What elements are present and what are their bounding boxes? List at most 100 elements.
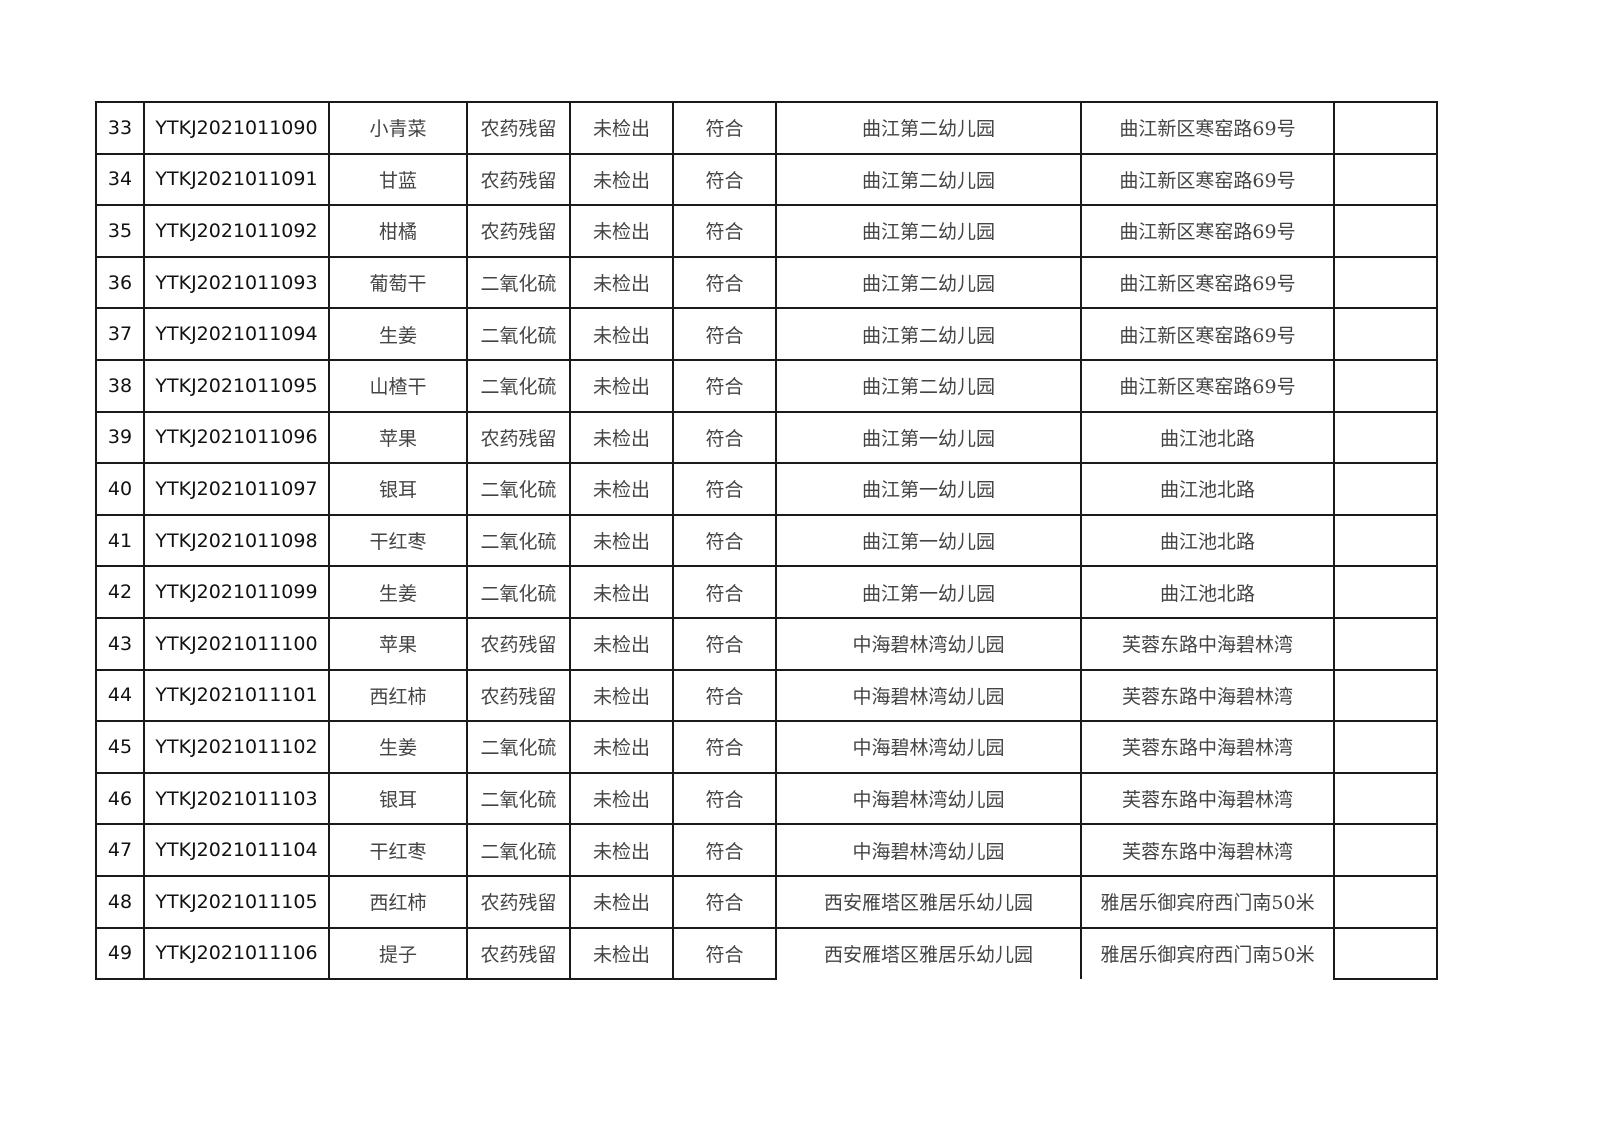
test-item-cell: 二氧化硫	[466, 565, 571, 619]
conclusion-cell: 符合	[672, 720, 777, 774]
address-cell: 芙蓉东路中海碧林湾	[1080, 823, 1335, 877]
sample-name-cell: 干红枣	[328, 513, 468, 568]
table-row: 45 YTKJ2021011102 生姜 二氧化硫 未检出 符合 中海碧林湾幼儿园 芙蓉东路中…	[95, 720, 1438, 774]
row-number-cell: 40	[95, 462, 145, 516]
test-item-cell: 农药残留	[466, 616, 571, 671]
sampling-location-cell: 中海碧林湾幼儿园	[775, 771, 1082, 826]
address-cell: 曲江新区寒窑路69号	[1080, 255, 1335, 310]
sampling-location-cell: 中海碧林湾幼儿园	[775, 616, 1082, 671]
row-number-cell: 33	[95, 101, 145, 155]
table-row: 41 YTKJ2021011098 干红枣 二氧化硫 未检出 符合 曲江第一幼儿园 曲江池北路	[95, 513, 1438, 568]
remarks-cell	[1333, 462, 1438, 516]
sample-name-cell: 干红枣	[328, 823, 468, 877]
address-cell: 雅居乐御宾府西门南50米	[1080, 874, 1335, 929]
test-item-cell: 农药残留	[466, 101, 571, 155]
sample-name-cell: 葡萄干	[328, 255, 468, 310]
test-result-cell: 未检出	[569, 720, 674, 774]
row-number-cell: 34	[95, 152, 145, 207]
sample-name-cell: 柑橘	[328, 204, 468, 258]
row-number-cell: 41	[95, 513, 145, 568]
test-item-cell: 农药残留	[466, 874, 571, 929]
row-number-cell: 35	[95, 204, 145, 258]
remarks-cell	[1333, 720, 1438, 774]
sample-code-cell: YTKJ2021011092	[143, 204, 330, 258]
address-cell: 芙蓉东路中海碧林湾	[1080, 720, 1335, 774]
remarks-cell	[1333, 668, 1438, 723]
sample-code-cell: YTKJ2021011101	[143, 668, 330, 723]
table-row: 46 YTKJ2021011103 银耳 二氧化硫 未检出 符合 中海碧林湾幼儿园 芙蓉东路中…	[95, 771, 1438, 826]
test-item-cell: 农药残留	[466, 668, 571, 723]
sample-code-cell: YTKJ2021011102	[143, 720, 330, 774]
row-number-cell: 44	[95, 668, 145, 723]
test-result-cell: 未检出	[569, 668, 674, 723]
address-cell: 曲江新区寒窑路69号	[1080, 204, 1335, 258]
sample-code-cell: YTKJ2021011104	[143, 823, 330, 877]
sample-code-cell: YTKJ2021011105	[143, 874, 330, 929]
remarks-cell	[1333, 926, 1438, 981]
table-row: 38 YTKJ2021011095 山楂干 二氧化硫 未检出 符合 曲江第二幼儿园 曲江新区寒…	[95, 358, 1438, 413]
table-row: 37 YTKJ2021011094 生姜 二氧化硫 未检出 符合 曲江第二幼儿园 曲江新区寒窑…	[95, 307, 1438, 361]
test-item-cell: 二氧化硫	[466, 255, 571, 310]
conclusion-cell: 符合	[672, 565, 777, 619]
row-number-cell: 47	[95, 823, 145, 877]
sample-name-cell: 生姜	[328, 307, 468, 361]
sample-name-cell: 甘蓝	[328, 152, 468, 207]
sample-code-cell: YTKJ2021011090	[143, 101, 330, 155]
remarks-cell	[1333, 410, 1438, 465]
test-item-cell: 二氧化硫	[466, 823, 571, 877]
row-number-cell: 48	[95, 874, 145, 929]
row-number-cell: 42	[95, 565, 145, 619]
sample-code-cell: YTKJ2021011100	[143, 616, 330, 671]
sample-code-cell: YTKJ2021011095	[143, 358, 330, 413]
sampling-location-cell: 曲江第二幼儿园	[775, 358, 1082, 413]
sampling-location-cell: 曲江第一幼儿园	[775, 565, 1082, 619]
conclusion-cell: 符合	[672, 152, 777, 207]
table-row: 35 YTKJ2021011092 柑橘 农药残留 未检出 符合 曲江第二幼儿园 曲江新区寒窑…	[95, 204, 1438, 258]
remarks-cell	[1333, 823, 1438, 877]
test-result-cell: 未检出	[569, 307, 674, 361]
sampling-location-cell: 西安雁塔区雅居乐幼儿园	[775, 926, 1082, 980]
address-cell: 雅居乐御宾府西门南50米	[1080, 926, 1335, 980]
test-item-cell: 二氧化硫	[466, 720, 571, 774]
remarks-cell	[1333, 565, 1438, 619]
sampling-location-cell: 中海碧林湾幼儿园	[775, 668, 1082, 723]
remarks-cell	[1333, 307, 1438, 361]
sample-name-cell: 苹果	[328, 616, 468, 671]
sample-name-cell: 苹果	[328, 410, 468, 465]
remarks-cell	[1333, 204, 1438, 258]
sample-name-cell: 山楂干	[328, 358, 468, 413]
conclusion-cell: 符合	[672, 204, 777, 258]
address-cell: 曲江新区寒窑路69号	[1080, 307, 1335, 361]
sampling-location-cell: 中海碧林湾幼儿园	[775, 823, 1082, 877]
conclusion-cell: 符合	[672, 410, 777, 465]
conclusion-cell: 符合	[672, 616, 777, 671]
sampling-location-cell: 中海碧林湾幼儿园	[775, 720, 1082, 774]
address-cell: 曲江新区寒窑路69号	[1080, 358, 1335, 413]
test-result-cell: 未检出	[569, 410, 674, 465]
conclusion-cell: 符合	[672, 668, 777, 723]
test-item-cell: 二氧化硫	[466, 771, 571, 826]
remarks-cell	[1333, 771, 1438, 826]
sampling-location-cell: 曲江第二幼儿园	[775, 307, 1082, 361]
table-row: 44 YTKJ2021011101 西红柿 农药残留 未检出 符合 中海碧林湾幼儿园 芙蓉东路…	[95, 668, 1438, 723]
conclusion-cell: 符合	[672, 771, 777, 826]
sample-name-cell: 银耳	[328, 462, 468, 516]
conclusion-cell: 符合	[672, 926, 777, 981]
table-row: 48 YTKJ2021011105 西红柿 农药残留 未检出 符合 西安雁塔区雅居乐幼儿园雅…	[95, 874, 1438, 929]
test-result-cell: 未检出	[569, 565, 674, 619]
conclusion-cell: 符合	[672, 513, 777, 568]
conclusion-cell: 符合	[672, 823, 777, 877]
conclusion-cell: 符合	[672, 307, 777, 361]
test-item-cell: 农药残留	[466, 410, 571, 465]
test-result-cell: 未检出	[569, 255, 674, 310]
conclusion-cell: 符合	[672, 358, 777, 413]
test-item-cell: 农药残留	[466, 926, 571, 981]
remarks-cell	[1333, 152, 1438, 207]
test-item-cell: 二氧化硫	[466, 307, 571, 361]
row-number-cell: 36	[95, 255, 145, 310]
remarks-cell	[1333, 874, 1438, 929]
test-result-cell: 未检出	[569, 101, 674, 155]
test-result-cell: 未检出	[569, 204, 674, 258]
test-result-cell: 未检出	[569, 152, 674, 207]
sample-code-cell: YTKJ2021011098	[143, 513, 330, 568]
